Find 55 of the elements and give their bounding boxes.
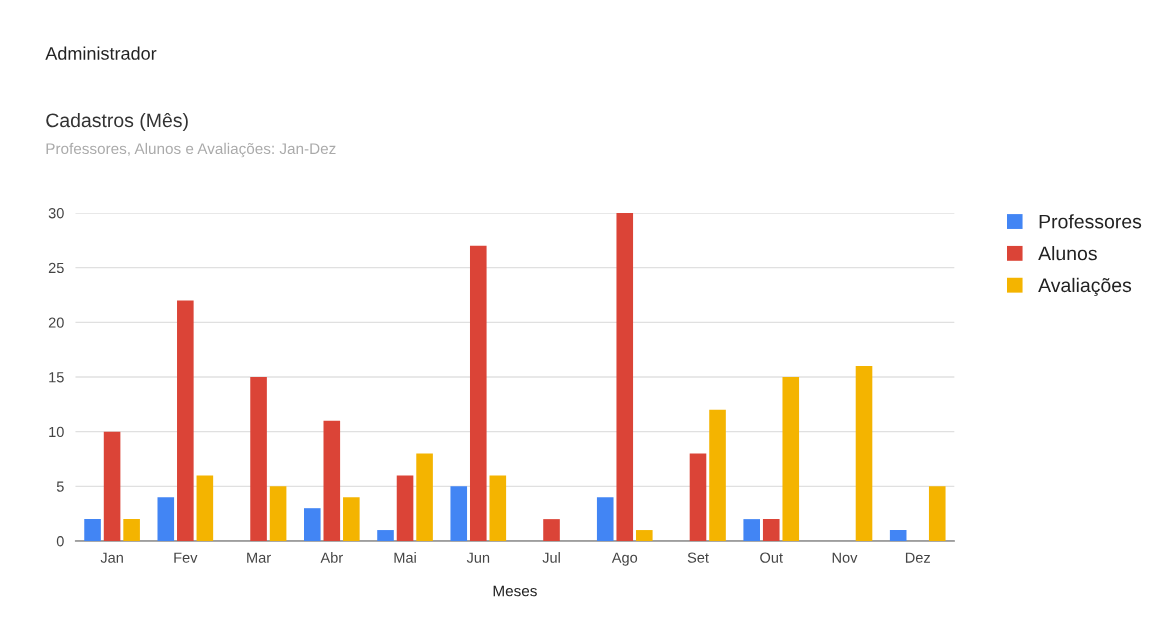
bar (928, 486, 946, 541)
bar (196, 475, 214, 541)
y-tick-label: 30 (48, 208, 64, 219)
x-tick-label: Nov (832, 552, 858, 563)
y-tick-label: 10 (49, 426, 64, 438)
bar (450, 486, 468, 541)
bar (377, 530, 394, 541)
bar (269, 486, 287, 541)
x-tick-label: Dez (905, 552, 930, 563)
bar (489, 475, 507, 541)
chart-subtitle: Professores, Alunos e Avaliações: Jan-Dez (46, 142, 336, 158)
x-tick-label: Mar (247, 552, 271, 563)
bar (689, 453, 707, 541)
x-tick-label: Jul (542, 552, 560, 563)
x-tick-label: Fev (174, 552, 198, 563)
x-tick-label: Ago (611, 552, 638, 566)
legend-label: Avaliações (1038, 277, 1132, 297)
bar (416, 453, 433, 541)
y-tick-label: 0 (56, 536, 64, 547)
x-tick-label: Mai (394, 552, 416, 563)
bar (103, 431, 121, 541)
legend-label: Professores (1039, 214, 1142, 229)
bar (616, 212, 634, 541)
y-tick-label: 15 (49, 372, 64, 383)
bar (303, 508, 321, 541)
bar (543, 519, 560, 541)
bar (635, 530, 653, 541)
bar (855, 366, 873, 541)
bar (762, 519, 780, 541)
bar (743, 519, 761, 541)
bar (596, 497, 614, 541)
bar (469, 245, 487, 541)
bar (782, 376, 800, 541)
bar (889, 530, 907, 541)
bar (323, 420, 341, 541)
chart-title: Cadastros (Mês) (46, 112, 188, 132)
x-tick-label: Abr (320, 552, 343, 563)
bar (123, 519, 140, 541)
y-tick-label: 25 (48, 262, 64, 274)
y-tick-label: 20 (48, 317, 64, 328)
bar (250, 376, 267, 541)
text: Administrador (45, 46, 157, 60)
bar (343, 497, 360, 541)
x-tick-label: Jan (100, 552, 123, 563)
y-tick-label: 5 (56, 481, 64, 492)
bar (396, 475, 414, 541)
bar (177, 300, 194, 541)
x-tick-label: Out (760, 552, 783, 563)
x-tick-label: Jun (466, 552, 490, 563)
legend-label: Alunos (1038, 246, 1097, 261)
bar (709, 409, 726, 541)
bar (84, 519, 101, 541)
bar (157, 497, 175, 541)
x-axis-title: Meses (493, 585, 537, 597)
x-tick-label: Set (687, 552, 709, 563)
